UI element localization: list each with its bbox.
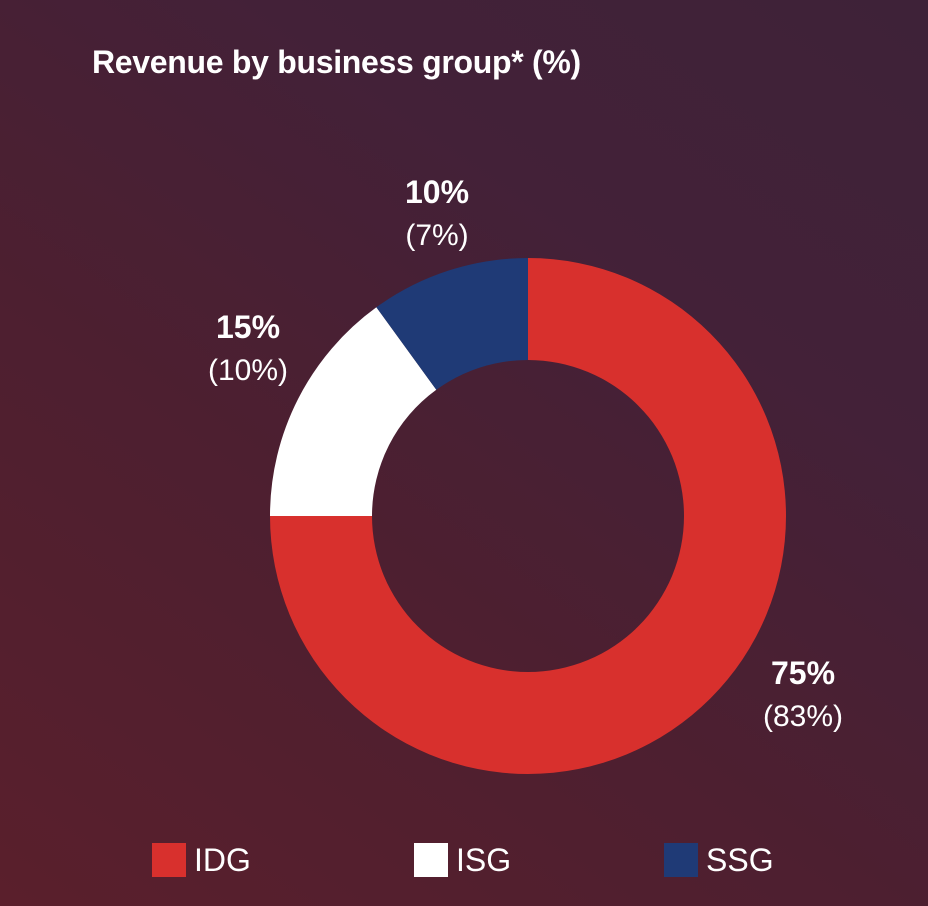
legend-item-ssg: SSG: [664, 838, 774, 882]
donut-slice-idg: [270, 258, 786, 774]
slice-value-label-ssg: 10%: [405, 174, 469, 210]
legend-label-idg: IDG: [194, 841, 251, 878]
slice-secondary-label-isg: (10%): [208, 354, 288, 387]
legend: IDG ISG SSG: [0, 838, 928, 882]
donut-slices: [270, 258, 786, 774]
slice-secondary-label-idg: (83%): [763, 700, 843, 733]
legend-swatch-isg: [414, 843, 448, 877]
donut-slice-ssg: [376, 258, 528, 390]
chart-title: Revenue by business group* (%): [92, 44, 581, 80]
slice-labels: 75% (83%) 15% (10%) 10% (7%): [208, 174, 843, 733]
slice-value-label-isg: 15%: [216, 309, 280, 345]
donut-slice-isg: [270, 307, 437, 516]
slice-secondary-label-ssg: (7%): [405, 219, 468, 252]
legend-item-idg: IDG: [152, 838, 251, 882]
slice-value-label-idg: 75%: [771, 655, 835, 691]
legend-swatch-idg: [152, 843, 186, 877]
legend-item-isg: ISG: [414, 838, 511, 882]
legend-swatch-ssg: [664, 843, 698, 877]
legend-label-isg: ISG: [456, 841, 512, 878]
legend-label-ssg: SSG: [706, 841, 774, 878]
